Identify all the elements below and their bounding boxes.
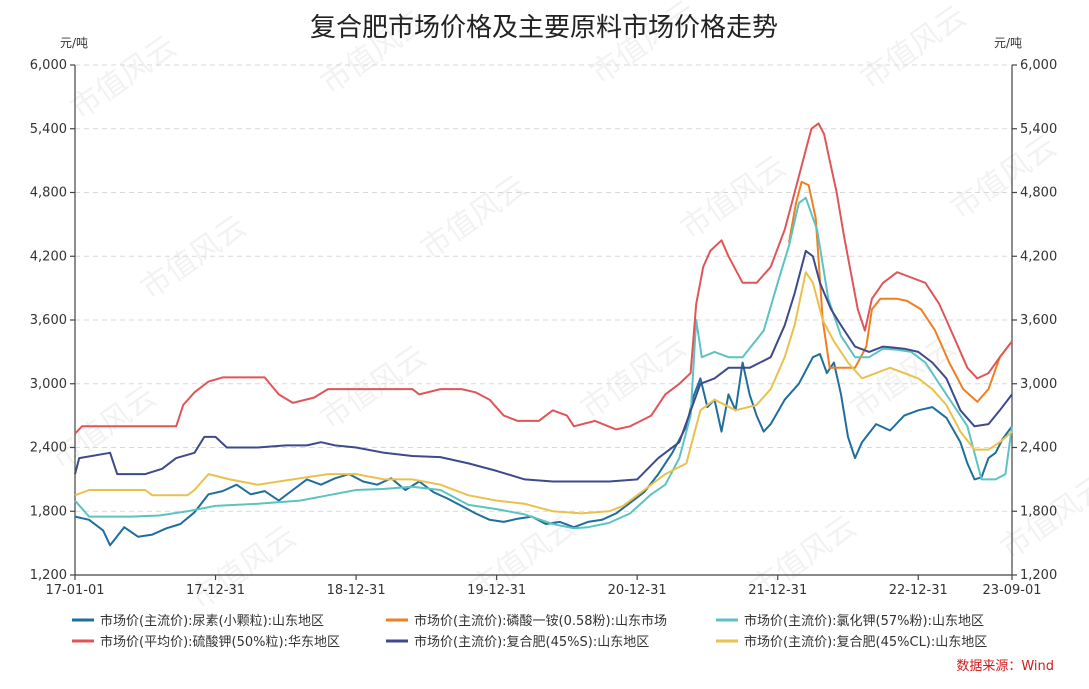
watermark-text: 市值风云 [45, 379, 163, 476]
x-tick-label: 17-12-31 [186, 583, 245, 598]
watermark-text: 市值风云 [675, 149, 793, 246]
right-axis-ticks: 1,200 1,800 2,400 3,000 3,600 4,200 4,800 5,400… [1011, 58, 1057, 583]
left-tick-label: 5,400 [30, 122, 67, 137]
left-tick-label: 3,600 [30, 313, 67, 328]
right-tick-label: 5,400 [1020, 122, 1057, 137]
series-line-2 [788, 180, 1013, 403]
right-tick-label: 2,400 [1020, 441, 1057, 456]
watermark-text: 市值风云 [575, 329, 693, 426]
right-tick-label: 1,200 [1020, 568, 1057, 583]
watermark-text: 市值风云 [855, 0, 973, 97]
legend-label-2: 市场价(主流价):磷酸一铵(0.58粉):山东市场 [414, 613, 667, 629]
left-tick-label: 3,000 [30, 377, 67, 392]
x-tick-label: 19-12-31 [467, 583, 526, 598]
legend-label-1: 市场价(主流价):尿素(小颗粒):山东地区 [100, 613, 324, 629]
data-source-note: 数据来源：Wind [956, 659, 1054, 674]
left-tick-label: 6,000 [30, 58, 67, 73]
series-line-5 [74, 249, 1013, 483]
watermark-text: 市值风云 [135, 209, 253, 306]
right-tick-label: 1,800 [1020, 504, 1057, 519]
series-lines [74, 122, 1013, 547]
x-tick-label: 20-12-31 [608, 583, 667, 598]
right-tick-label: 4,200 [1020, 249, 1057, 264]
series-line-1 [74, 353, 1013, 547]
x-tick-label: 21-12-31 [748, 583, 807, 598]
right-tick-label: 6,000 [1020, 58, 1057, 73]
right-tick-label: 4,800 [1020, 186, 1057, 201]
left-axis-ticks: 1,200 1,800 2,400 3,000 3,600 4,200 4,800 5,400… [30, 58, 76, 583]
left-tick-label: 4,200 [30, 249, 67, 264]
watermark-text: 市值风云 [415, 169, 533, 266]
x-tick-label: 17-01-01 [45, 583, 104, 598]
left-tick-label: 4,800 [30, 186, 67, 201]
x-tick-label: 23-09-01 [982, 583, 1041, 598]
right-tick-label: 3,600 [1020, 313, 1057, 328]
right-axis-unit: 元/吨 [994, 36, 1022, 50]
legend: 市场价(主流价):尿素(小颗粒):山东地区 市场价(主流价):磷酸一铵(0.58粉… [72, 613, 987, 650]
watermark-text: 市值风云 [315, 339, 433, 436]
series-line-6 [74, 271, 1013, 515]
x-tick-label: 18-12-31 [327, 583, 386, 598]
legend-label-5: 市场价(主流价):复合肥(45%S):山东地区 [414, 634, 649, 650]
legend-label-3: 市场价(主流价):氯化钾(57%粉):山东地区 [744, 613, 984, 629]
legend-label-6: 市场价(主流价):复合肥(45%CL):山东地区 [744, 634, 987, 650]
series-line-3 [74, 196, 1013, 530]
left-tick-label: 2,400 [30, 441, 67, 456]
watermark-text: 市值风云 [185, 519, 303, 616]
series-line-4 [74, 122, 1013, 435]
left-axis-unit: 元/吨 [60, 36, 88, 50]
watermark-text: 市值风云 [945, 129, 1063, 226]
legend-label-4: 市场价(平均价):硫酸钾(50%粒):华东地区 [100, 634, 340, 650]
left-tick-label: 1,800 [30, 504, 67, 519]
x-tick-label: 22-12-31 [889, 583, 948, 598]
left-tick-label: 1,200 [30, 568, 67, 583]
x-axis: 17-01-01 17-12-31 18-12-31 19-12-31 20-12-31… [45, 574, 1042, 598]
grid-lines [75, 64, 1012, 512]
chart-title: 复合肥市场价格及主要原料市场价格走势 [310, 13, 778, 43]
right-tick-label: 3,000 [1020, 377, 1057, 392]
